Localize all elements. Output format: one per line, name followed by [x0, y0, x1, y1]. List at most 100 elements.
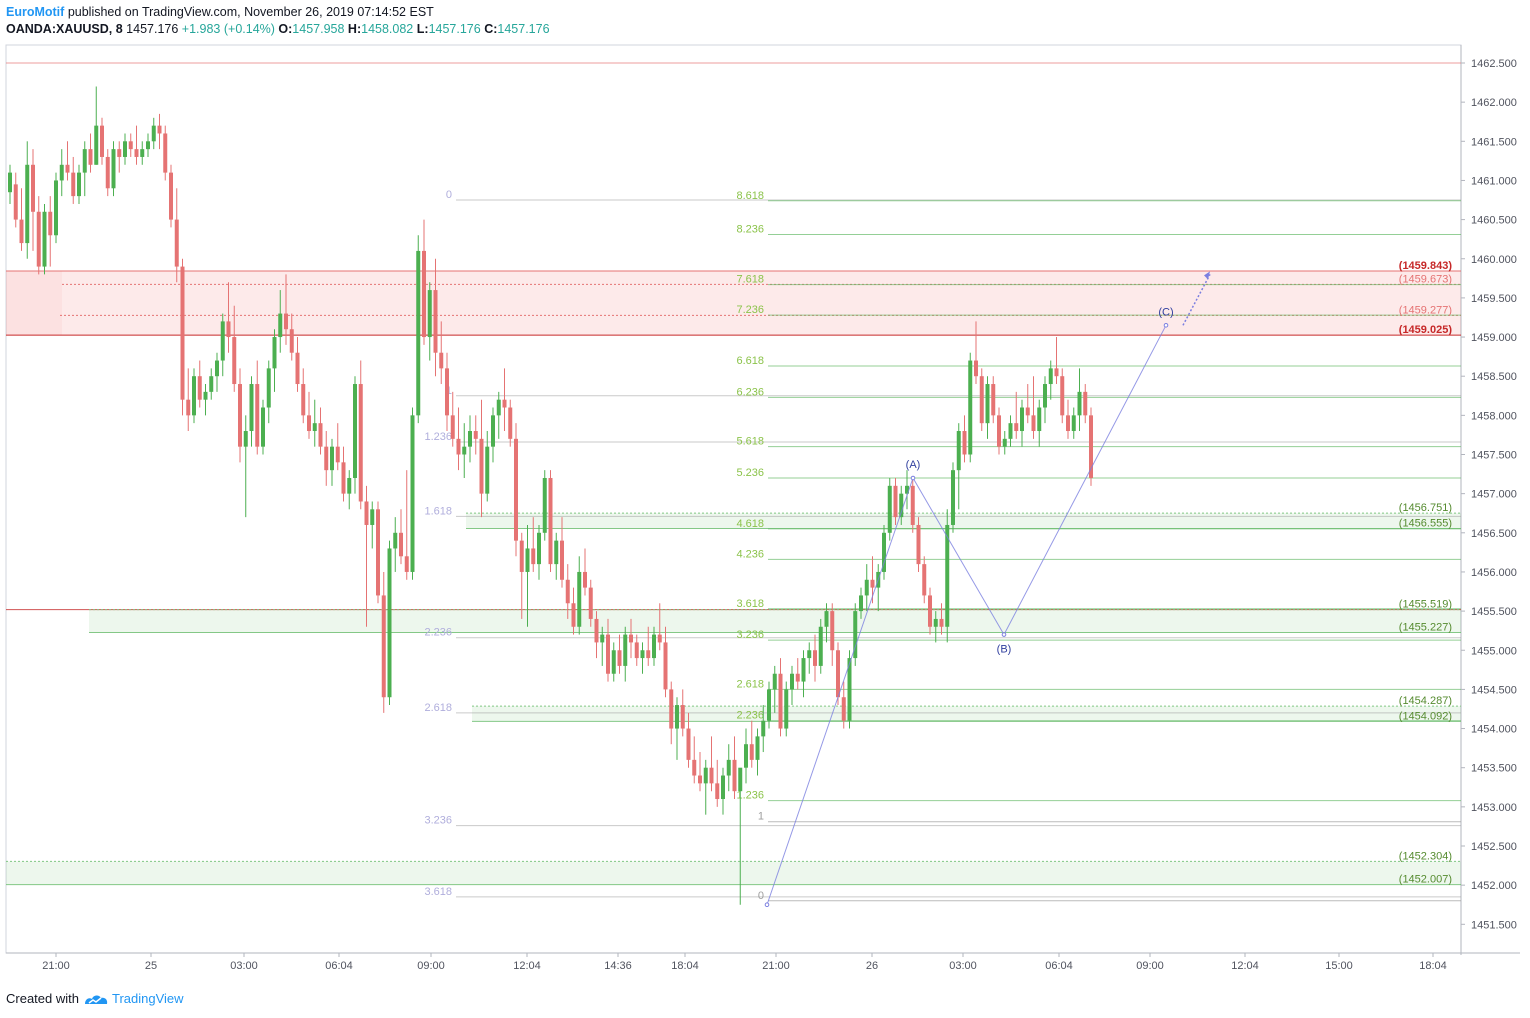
candle-body [945, 524, 950, 627]
candle-body [841, 697, 846, 721]
candle-body [629, 634, 633, 643]
x-tick-label: 06:04 [1045, 960, 1073, 972]
published-text: published on TradingView.com, November 2… [67, 5, 434, 19]
candle-body [450, 415, 455, 439]
candle-body [795, 673, 800, 682]
candle-body [646, 650, 651, 659]
candle-body [36, 211, 41, 267]
candle-body [8, 172, 12, 193]
candle-body [272, 337, 277, 369]
candle-body [899, 493, 904, 518]
candle-body [979, 376, 984, 424]
y-tick-label: 1456.000 [1471, 567, 1517, 579]
fib-ext-label-5: 6.236 [736, 386, 764, 398]
symbol-label[interactable]: OANDA:XAUUSD, 8 [6, 22, 123, 36]
fib-retrace-label-6: 3.236 [424, 815, 452, 827]
candle-body [715, 783, 720, 800]
candle-body [594, 618, 599, 643]
candle-body [548, 477, 553, 565]
fib-retrace-label-0: 0 [446, 189, 452, 201]
open-label: O: [278, 22, 293, 36]
candle-body [243, 431, 248, 447]
candle-body [623, 634, 628, 666]
candle-body [514, 438, 518, 541]
wave-arrow-head-icon [1204, 271, 1210, 280]
red-supply-zone [6, 271, 1461, 336]
zone-price-label-0: (1459.843) [1399, 260, 1453, 272]
candle-body [358, 384, 363, 502]
candle-body [381, 595, 386, 698]
x-tick-label: 21:00 [762, 960, 790, 972]
green-demand-zone-4 [6, 861, 1461, 885]
candle-body [284, 313, 288, 330]
candle-body [583, 571, 587, 588]
fib-ext-label-2: 7.618 [736, 274, 764, 286]
candle-body [163, 133, 168, 173]
candle-body [663, 642, 668, 690]
candle-body [128, 141, 133, 150]
candle-body [1002, 438, 1007, 447]
candle-body [335, 446, 340, 463]
candle-body [71, 172, 76, 197]
candle-body [324, 446, 329, 471]
open-value: 1457.958 [292, 22, 345, 36]
fib-ext-label-6: 5.618 [736, 436, 764, 448]
x-tick-label: 21:00 [42, 960, 70, 972]
candle-body [278, 313, 283, 338]
y-tick-label: 1455.500 [1471, 606, 1517, 618]
candle-body [537, 532, 541, 565]
y-tick-label: 1457.000 [1471, 489, 1517, 501]
candle-body [703, 767, 708, 784]
candle-body [617, 650, 622, 666]
fib-ext-label-8: 4.618 [736, 518, 764, 530]
candle-body [19, 219, 24, 244]
candle-body [404, 556, 409, 572]
fib-ext-label-14: 1.236 [736, 790, 764, 802]
candle-body [370, 509, 375, 525]
candle-body [652, 634, 656, 659]
price-change: +1.983 (+0.14%) [181, 22, 275, 36]
candle-body [123, 141, 127, 157]
candle-body [767, 689, 771, 721]
fib-ext-label-10: 3.618 [736, 598, 764, 610]
candle-body [410, 415, 415, 572]
candle-body [197, 376, 202, 400]
y-tick-label: 1459.500 [1471, 293, 1517, 305]
candle-body [726, 759, 731, 776]
green-demand-zone-1 [466, 513, 1461, 529]
candle-body [554, 540, 559, 565]
candle-body [186, 399, 191, 416]
candle-body [611, 650, 616, 674]
candle-body [801, 658, 806, 682]
candle-body [560, 540, 564, 580]
zone-price-label-8: (1454.287) [1399, 695, 1452, 707]
fib-ext-label-11: 3.236 [736, 629, 764, 641]
candle-body [853, 611, 858, 659]
candle-body [433, 290, 438, 353]
zone-price-label-11: (1452.007) [1399, 874, 1452, 886]
author-link[interactable]: EuroMotif [6, 5, 65, 19]
candle-body [307, 415, 311, 432]
candle-body [939, 618, 944, 627]
wave-abc-path [766, 325, 1167, 905]
candle-body [847, 658, 852, 721]
candle-body [48, 211, 53, 236]
candle-body [54, 180, 58, 236]
candle-body [985, 384, 990, 424]
candle-body [220, 321, 225, 361]
fib-ext-label-9: 4.236 [736, 548, 764, 560]
tradingview-brand[interactable]: TradingView [83, 991, 184, 1006]
candle-body [445, 368, 449, 416]
close-label: C: [484, 22, 498, 36]
candle-body [364, 501, 369, 525]
candle-body [922, 564, 927, 596]
x-tick-label: 09:00 [417, 960, 445, 972]
zone-price-label-10: (1452.304) [1399, 850, 1452, 862]
y-tick-label: 1462.500 [1471, 58, 1517, 70]
candle-body [755, 736, 760, 760]
candle-body [266, 368, 271, 408]
wave-projection-arrow [1182, 274, 1211, 326]
candle-body [721, 775, 725, 800]
plot-area [5, 44, 1462, 954]
